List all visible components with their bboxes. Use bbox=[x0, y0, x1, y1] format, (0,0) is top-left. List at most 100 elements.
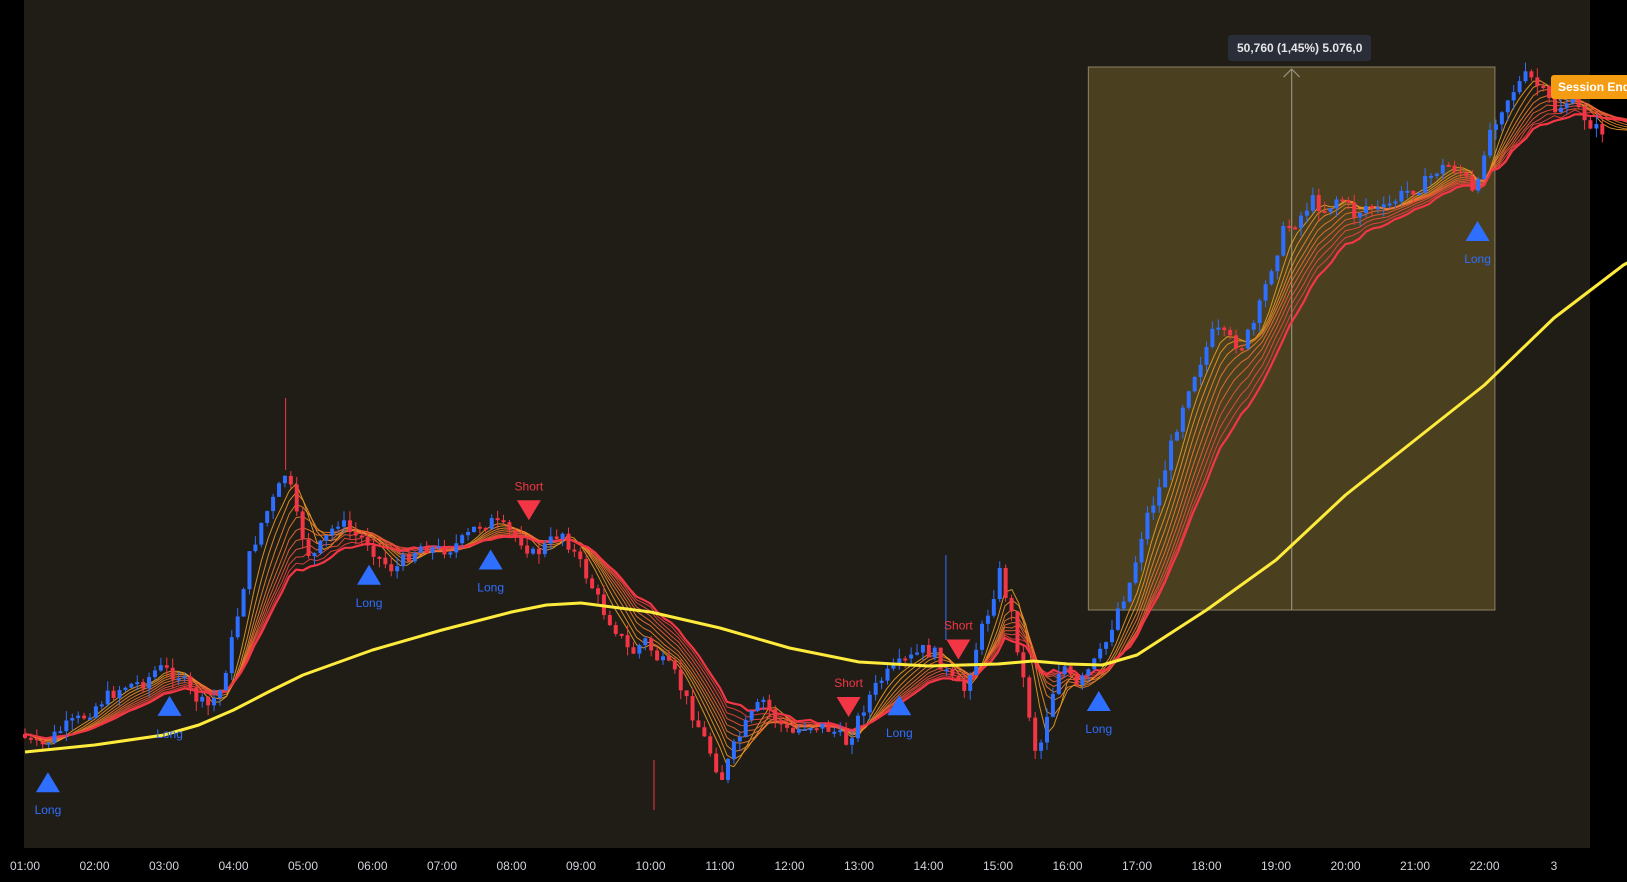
candle-body bbox=[708, 736, 713, 754]
candle-body bbox=[1251, 322, 1256, 330]
candle-body bbox=[761, 699, 766, 703]
candle-body bbox=[1198, 364, 1203, 377]
candle-body bbox=[1269, 271, 1274, 285]
candle-body bbox=[188, 676, 193, 688]
short-signal-label: Short bbox=[834, 676, 863, 690]
candle-body bbox=[1044, 716, 1049, 743]
candle-body bbox=[1417, 193, 1422, 196]
candle-body bbox=[99, 704, 104, 707]
time-axis-tick-label: 08:00 bbox=[496, 859, 526, 873]
candle-body bbox=[442, 545, 447, 555]
candle-body bbox=[117, 690, 122, 698]
candle-body bbox=[58, 731, 63, 734]
candle-body bbox=[625, 635, 630, 648]
time-axis-tick-label: 22:00 bbox=[1469, 859, 1499, 873]
candle-body bbox=[495, 518, 500, 521]
candle-body bbox=[554, 536, 559, 539]
candle-body bbox=[277, 483, 282, 497]
candle-body bbox=[1015, 611, 1020, 653]
short-signal-label: Short bbox=[944, 619, 973, 633]
candle-body bbox=[1239, 348, 1244, 351]
candle-body bbox=[359, 535, 364, 538]
candle-body bbox=[1216, 327, 1221, 330]
candle-body bbox=[536, 548, 541, 555]
candle-body bbox=[590, 578, 595, 589]
candle-body bbox=[288, 475, 293, 485]
candle-body bbox=[1169, 440, 1174, 471]
candle-body bbox=[300, 511, 305, 540]
candle-body bbox=[773, 708, 778, 721]
long-signal-label: Long bbox=[477, 581, 504, 595]
candle-body bbox=[70, 718, 75, 721]
candle-body bbox=[867, 694, 872, 713]
time-axis-tick-label: 13:00 bbox=[844, 859, 874, 873]
candle-body bbox=[123, 687, 128, 691]
candle-body bbox=[720, 772, 725, 780]
ma-ribbon-layer bbox=[24, 80, 1627, 768]
time-axis-tick-label: 09:00 bbox=[566, 859, 596, 873]
candle-body bbox=[1517, 81, 1522, 93]
candle-body bbox=[1021, 652, 1026, 678]
candle-body bbox=[661, 656, 666, 661]
candle-body bbox=[519, 535, 524, 546]
candle-body bbox=[1428, 175, 1433, 178]
candle-body bbox=[182, 676, 187, 679]
candle-body bbox=[737, 736, 742, 742]
candle-body bbox=[507, 522, 512, 531]
candle-body bbox=[1576, 97, 1581, 108]
candle-body bbox=[1304, 210, 1309, 216]
candle-body bbox=[731, 741, 736, 759]
long-signal-arrow bbox=[1465, 221, 1490, 241]
candle-body bbox=[111, 690, 116, 698]
candle-body bbox=[844, 730, 849, 745]
candle-body bbox=[666, 656, 671, 661]
candle-body bbox=[1387, 203, 1392, 206]
candle-body bbox=[1275, 255, 1280, 272]
candle-body bbox=[956, 676, 961, 681]
candle-body bbox=[513, 530, 518, 536]
candle-body bbox=[826, 723, 831, 732]
candle-body bbox=[1511, 92, 1516, 101]
candle-body bbox=[306, 539, 311, 557]
candle-body bbox=[820, 723, 825, 729]
ma-ribbon-line-9 bbox=[24, 109, 1627, 739]
candle-body bbox=[932, 647, 937, 658]
candle-body bbox=[1547, 86, 1552, 98]
candle-body bbox=[1174, 431, 1179, 441]
signals-layer: Long Long Long Long Short Short Long Short Long L… bbox=[35, 221, 1491, 817]
time-axis-tick-label: 10:00 bbox=[635, 859, 665, 873]
candle-body bbox=[424, 546, 429, 554]
candle-body bbox=[1476, 178, 1481, 191]
candle-body bbox=[489, 518, 494, 529]
candle-body bbox=[1375, 207, 1380, 210]
short-signal-arrow bbox=[946, 639, 971, 660]
long-signal-label: Long bbox=[886, 726, 913, 740]
candle-body bbox=[1062, 666, 1067, 675]
candle-body bbox=[897, 658, 902, 664]
candle-body bbox=[1180, 407, 1185, 432]
candle-body bbox=[1328, 208, 1333, 212]
candle-body bbox=[1399, 190, 1404, 202]
candle-body bbox=[164, 665, 169, 668]
candle-body bbox=[968, 675, 973, 691]
candle-body bbox=[342, 520, 347, 527]
candle-body bbox=[1340, 199, 1345, 202]
candle-body bbox=[40, 739, 45, 745]
candle-body bbox=[1564, 103, 1569, 108]
candle-body bbox=[1322, 211, 1327, 214]
candle-body bbox=[1600, 124, 1605, 135]
candle-body bbox=[1003, 567, 1008, 598]
ma-ribbon-line-10 bbox=[24, 113, 1627, 740]
candle-body bbox=[383, 557, 388, 565]
candle-body bbox=[631, 647, 636, 654]
candle-body bbox=[909, 654, 914, 659]
candle-body bbox=[1115, 608, 1120, 630]
long-signal-arrow bbox=[35, 772, 60, 793]
candle-body bbox=[365, 537, 370, 546]
session-end-badge[interactable]: Session Ende bbox=[1551, 75, 1627, 99]
candle-body bbox=[282, 475, 287, 484]
candle-body bbox=[1222, 327, 1227, 331]
candle-body bbox=[389, 564, 394, 572]
